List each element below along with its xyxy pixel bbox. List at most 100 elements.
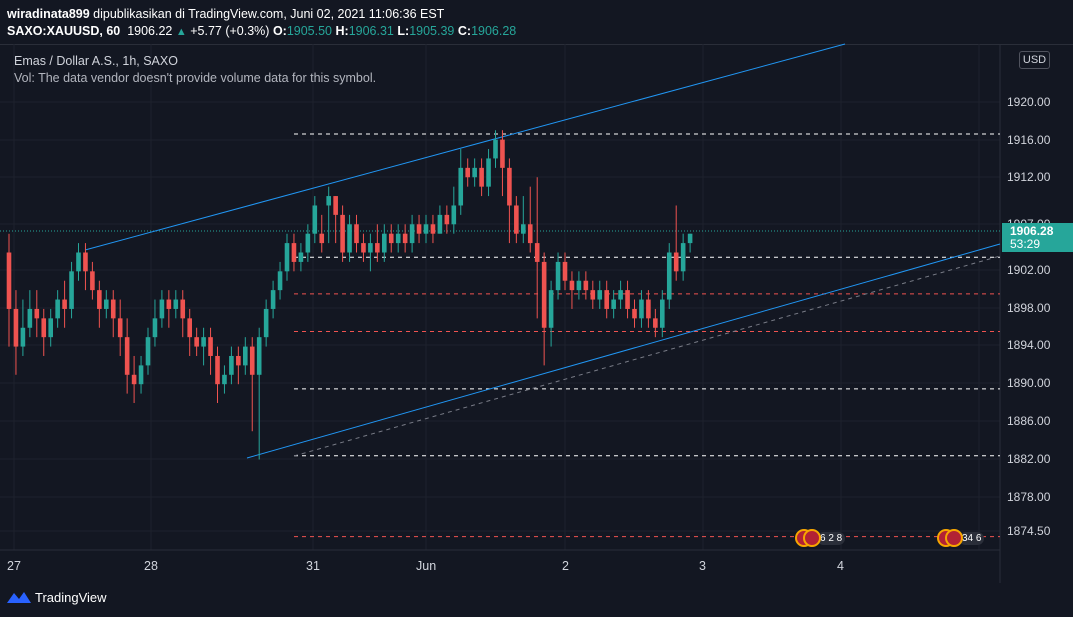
candle-body [569,280,575,291]
candle-body [437,214,443,234]
candle-body [13,308,19,347]
candle-body [375,243,380,253]
upper-channel-line [84,43,846,251]
candle-body [534,243,540,262]
open-label: O: [272,24,287,38]
candle-body [416,224,422,234]
economic-event[interactable]: 6 2 8 [795,528,846,548]
candle-body [354,224,359,244]
time-label: 31 [306,559,320,573]
candle-body [34,308,40,319]
price-tick-label: 1886.00 [1007,414,1051,428]
candle-body [298,252,304,262]
candle-body [243,346,248,366]
candle-body [55,299,60,319]
price-tick-label: 1916.00 [1007,133,1051,147]
high-label: H: [335,24,349,38]
candle-body [201,337,206,347]
legend-title[interactable]: Emas / Dollar A.S., 1h, SAXO [14,54,178,68]
candle-body [145,337,151,366]
candle-body [159,299,165,319]
chart-area[interactable] [0,44,1073,583]
candle-body [409,224,415,244]
candle-body [576,280,582,291]
candle-body [166,299,172,309]
candle-body [180,299,186,319]
candle-body [500,139,505,168]
candle-body [236,355,241,366]
candle-body [138,365,144,385]
candle-body [152,318,158,338]
brand-name: TradingView [35,590,107,605]
currency-badge[interactable]: USD [1019,51,1050,69]
price-tick-label: 1894.00 [1007,338,1051,352]
chart-header: wiradinata899 dipublikasikan di TradingV… [0,0,1073,44]
candle-body [562,261,568,281]
candle-body [541,261,547,328]
candle-body [597,290,603,300]
candle-body [333,196,338,215]
candle-body [666,252,672,300]
us-flag-icon [803,529,821,547]
legend-volume-note: Vol: The data vendor doesn't provide vol… [14,71,377,85]
candle-body [194,337,199,347]
time-label: 2 [562,559,569,573]
open-value: 1905.50 [286,24,333,38]
candle-body [187,318,192,338]
event-label: 34 6 [959,531,985,545]
time-label: 27 [7,559,21,573]
candle-body [319,233,325,244]
lower-channel-line [246,243,1001,459]
candle-body [69,271,74,309]
candle-body [618,290,623,300]
candle-body [402,233,408,244]
price-tick-label: 1920.00 [1007,95,1051,109]
candle-body [388,233,394,244]
event-label: 6 2 8 [817,531,846,545]
candle-body [62,299,67,309]
candle-body [687,233,693,244]
price-tick-label: 1898.00 [1007,301,1051,315]
candle-body [555,261,561,291]
close-label: C: [457,24,472,38]
candle-body [660,299,665,328]
candle-body [222,374,227,385]
change-value: +5.77 (+0.3%) [190,24,270,38]
candle-body [451,205,457,225]
candle-body [653,318,658,328]
tradingview-logo[interactable]: TradingView [7,590,107,605]
candle-body [680,243,686,272]
us-flag-icon [945,529,963,547]
candle-body [110,299,116,319]
candle-body [368,243,373,253]
candle-body [208,337,213,356]
candle-body [270,290,276,309]
candle-body [646,299,651,319]
candle-body [117,318,123,338]
candle-body [583,280,589,291]
candle-body [48,318,53,338]
price-tick-label: 1890.00 [1007,376,1051,390]
candle-body [430,224,436,234]
candle-body [263,308,269,338]
candle-body [104,299,109,309]
time-label: 28 [144,559,158,573]
candle-body [256,337,262,375]
candle-body [83,252,88,272]
candle-body [472,167,477,178]
candle-body [465,167,470,178]
candle-body [382,233,387,253]
author-name[interactable]: wiradinata899 [7,7,90,21]
candle-body [347,224,352,253]
time-label: 3 [699,559,706,573]
candles [6,130,693,460]
last-price-label: 1906.28 53:29 [1002,223,1073,252]
economic-event[interactable]: 34 6 [937,528,985,548]
candle-body [486,158,491,187]
candle-body [458,167,464,206]
candle-body [444,214,450,225]
candle-body [395,233,401,244]
candle-body [590,290,596,300]
price-tick-label: 1874.50 [1007,524,1051,538]
